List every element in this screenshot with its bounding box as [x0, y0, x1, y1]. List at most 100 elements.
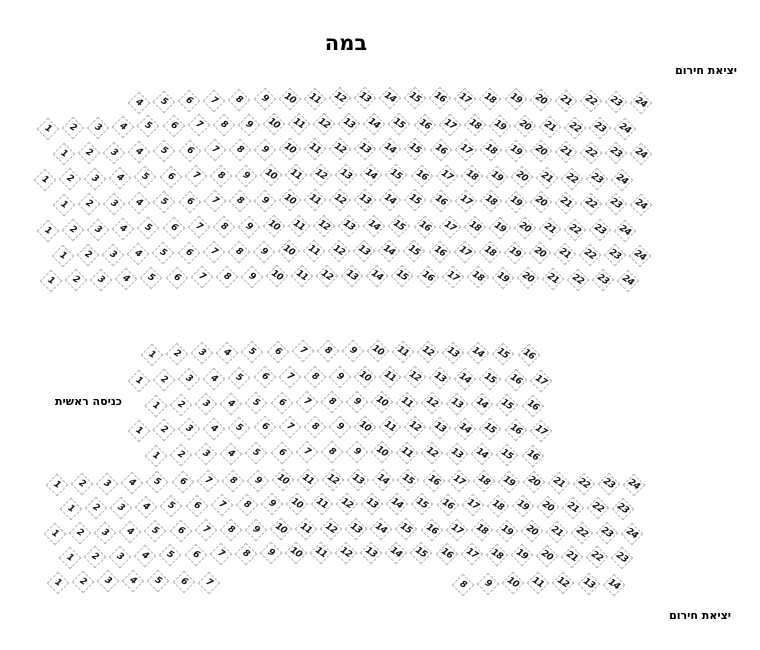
seat-rear-r5-11[interactable]: 11	[303, 188, 327, 212]
seat-rear-r6-2[interactable]: 2	[61, 218, 85, 242]
seat-rear-r5-4[interactable]: 4	[127, 191, 151, 215]
seat-middle-r4-1[interactable]: 1	[127, 419, 151, 443]
seat-rear-r8-19[interactable]: 19	[491, 266, 515, 290]
seat-rear-r7-16[interactable]: 16	[428, 240, 451, 263]
seat-rear-r2-4[interactable]: 4	[111, 115, 135, 139]
seat-rear-r2-8[interactable]: 8	[212, 113, 236, 137]
seat-rear-r5-12[interactable]: 12	[328, 188, 352, 212]
seat-front-r2-13[interactable]: 13	[360, 492, 384, 516]
seat-rear-r1-18[interactable]: 18	[479, 87, 502, 111]
seat-rear-r3-2[interactable]: 2	[77, 141, 101, 165]
seat-rear-r8-16[interactable]: 16	[416, 265, 439, 288]
seat-rear-r7-21[interactable]: 21	[553, 242, 577, 266]
seat-rear-r5-23[interactable]: 23	[604, 192, 628, 216]
seat-rear-r6-5[interactable]: 5	[137, 217, 160, 240]
seat-front-r4-1[interactable]: 1	[58, 546, 82, 570]
seat-front-r5-6[interactable]: 6	[172, 570, 195, 594]
seat-rear-r3-1[interactable]: 1	[52, 142, 76, 166]
seat-front-r1-1[interactable]: 1	[45, 473, 69, 497]
seat-rear-r2-20[interactable]: 20	[513, 115, 537, 138]
seat-rear-r8-13[interactable]: 13	[340, 264, 364, 288]
seat-middle-r1-15[interactable]: 15	[492, 342, 515, 366]
seat-rear-r5-10[interactable]: 10	[278, 188, 302, 212]
seat-front-r1-16[interactable]: 16	[422, 469, 445, 492]
seat-rear-r4-15[interactable]: 15	[385, 163, 408, 187]
seat-rear-r7-10[interactable]: 10	[277, 239, 301, 263]
seat-rear-r2-24[interactable]: 24	[613, 117, 637, 141]
seat-rear-r1-8[interactable]: 8	[228, 88, 251, 112]
seat-rear-r2-22[interactable]: 22	[563, 116, 587, 139]
seat-rear-r6-9[interactable]: 9	[237, 215, 261, 238]
seat-front-r4-20[interactable]: 20	[535, 544, 559, 568]
seat-rear-r6-11[interactable]: 11	[287, 214, 311, 238]
seat-middle-r1-2[interactable]: 2	[165, 342, 189, 366]
seat-rear-r5-7[interactable]: 7	[203, 190, 226, 213]
seat-middle-r3-7[interactable]: 7	[295, 390, 318, 414]
seat-middle-r4-6[interactable]: 6	[253, 416, 276, 439]
seat-rear-r1-20[interactable]: 20	[529, 88, 552, 112]
seat-front-r1-13[interactable]: 13	[346, 468, 370, 492]
seat-rear-r5-6[interactable]: 6	[178, 190, 201, 214]
seat-rear-r8-3[interactable]: 3	[89, 268, 113, 291]
seat-middle-r3-5[interactable]: 5	[245, 391, 268, 415]
seat-rear-r5-3[interactable]: 3	[102, 192, 126, 215]
seat-front-r2-10[interactable]: 10	[285, 492, 309, 516]
seat-rear-r7-8[interactable]: 8	[227, 240, 251, 264]
seat-front-r6-9[interactable]: 9	[476, 572, 500, 596]
seat-front-r6-10[interactable]: 10	[501, 572, 525, 595]
seat-front-r2-16[interactable]: 16	[436, 493, 459, 517]
seat-front-r3-18[interactable]: 18	[470, 519, 494, 542]
seat-rear-r1-10[interactable]: 10	[278, 87, 301, 111]
seat-rear-r4-9[interactable]: 9	[234, 164, 258, 187]
seat-middle-r1-4[interactable]: 4	[215, 341, 239, 364]
seat-rear-r6-7[interactable]: 7	[187, 216, 210, 239]
seat-front-r3-19[interactable]: 19	[495, 519, 519, 543]
seat-front-r1-3[interactable]: 3	[95, 472, 119, 495]
seat-middle-r4-5[interactable]: 5	[228, 416, 251, 440]
seat-front-r3-16[interactable]: 16	[420, 518, 443, 541]
seat-middle-r2-3[interactable]: 3	[177, 368, 201, 391]
seat-rear-r6-24[interactable]: 24	[613, 219, 637, 243]
seat-rear-r5-8[interactable]: 8	[228, 189, 252, 213]
seat-rear-r4-10[interactable]: 10	[259, 163, 283, 187]
seat-front-r5-5[interactable]: 5	[147, 570, 170, 593]
seat-front-r4-12[interactable]: 12	[334, 541, 358, 565]
seat-front-r3-6[interactable]: 6	[169, 519, 192, 543]
seat-rear-r7-9[interactable]: 9	[252, 240, 276, 263]
seat-middle-r2-16[interactable]: 16	[504, 368, 527, 392]
seat-front-r5-4[interactable]: 4	[121, 569, 145, 593]
seat-middle-r1-7[interactable]: 7	[291, 339, 314, 363]
seat-rear-r4-1[interactable]: 1	[33, 168, 57, 192]
seat-front-r6-11[interactable]: 11	[526, 571, 550, 595]
seat-middle-r5-5[interactable]: 5	[245, 441, 268, 465]
seat-front-r4-15[interactable]: 15	[410, 542, 433, 565]
seat-middle-r1-14[interactable]: 14	[466, 342, 490, 365]
seat-middle-r3-9[interactable]: 9	[345, 390, 369, 414]
seat-middle-r1-8[interactable]: 8	[316, 339, 340, 363]
seat-rear-r2-16[interactable]: 16	[413, 113, 436, 136]
seat-front-r4-3[interactable]: 3	[108, 545, 132, 568]
seat-front-r1-11[interactable]: 11	[296, 468, 320, 492]
seat-front-r4-5[interactable]: 5	[159, 543, 182, 567]
seat-front-r4-7[interactable]: 7	[209, 542, 232, 566]
seat-rear-r2-17[interactable]: 17	[438, 113, 461, 137]
seat-middle-r2-5[interactable]: 5	[228, 366, 251, 390]
seat-rear-r4-7[interactable]: 7	[184, 165, 207, 188]
seat-middle-r3-3[interactable]: 3	[194, 393, 218, 416]
seat-rear-r4-19[interactable]: 19	[485, 165, 509, 189]
seat-front-r4-4[interactable]: 4	[133, 544, 157, 568]
seat-front-r6-14[interactable]: 14	[602, 573, 625, 597]
seat-middle-r4-2[interactable]: 2	[152, 418, 176, 442]
seat-front-r5-7[interactable]: 7	[197, 571, 220, 595]
seat-rear-r4-18[interactable]: 18	[460, 165, 484, 188]
seat-middle-r2-11[interactable]: 11	[378, 365, 402, 389]
seat-rear-r7-23[interactable]: 23	[603, 243, 627, 267]
seat-front-r2-4[interactable]: 4	[134, 495, 158, 519]
seat-rear-r8-7[interactable]: 7	[190, 266, 213, 289]
seat-rear-r3-3[interactable]: 3	[102, 141, 126, 164]
seat-front-r3-9[interactable]: 9	[244, 518, 268, 541]
seat-front-r3-8[interactable]: 8	[219, 518, 243, 542]
seat-front-r4-8[interactable]: 8	[234, 542, 258, 566]
seat-front-r3-7[interactable]: 7	[194, 519, 217, 542]
seat-front-r3-17[interactable]: 17	[445, 518, 468, 542]
